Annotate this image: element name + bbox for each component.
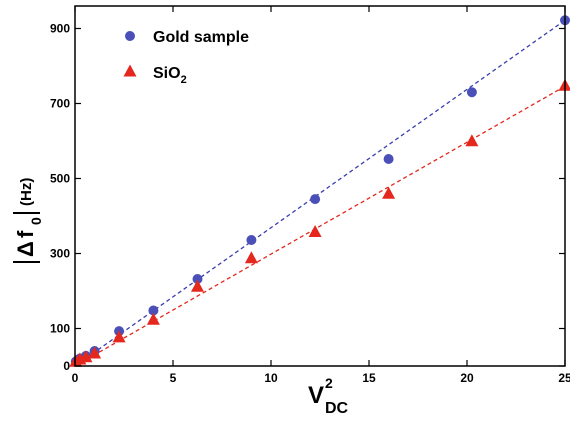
sio2-legend-marker (123, 64, 137, 77)
gold-data-point (246, 235, 257, 245)
gold-data-point (310, 194, 321, 205)
x-axis-label-superscript: 2 (325, 375, 333, 391)
sio2-data-point (382, 186, 396, 199)
x-tick-label: 10 (264, 371, 278, 385)
x-tick-label: 0 (72, 371, 79, 385)
gold-legend-marker (125, 31, 135, 41)
y-tick-label: 0 (63, 359, 70, 373)
y-axis-label-f: f (13, 230, 38, 238)
sio2-data-point (465, 134, 479, 147)
x-axis-label-main: V (308, 382, 324, 409)
gold-legend-label: Gold sample (153, 29, 249, 46)
gold-data-point (148, 305, 159, 316)
y-tick-label: 100 (50, 322, 70, 336)
y-axis-label-delta: Δ (13, 241, 38, 257)
y-tick-label: 300 (50, 247, 70, 261)
legend: Gold sample SiO2 (123, 29, 249, 86)
gold-data-point (192, 274, 203, 284)
sio2-legend-label: SiO2 (153, 65, 187, 86)
y-axis-label-subscript: 0 (28, 217, 44, 225)
x-axis-label-subscript: DC (325, 400, 349, 417)
sio2-data-point (146, 312, 160, 325)
x-axis-label: V 2 DC (308, 375, 349, 417)
axis-ticks: 0 5 10 15 20 25 0 100 300 500 700 900 (50, 6, 570, 385)
x-tick-label: 15 (362, 371, 376, 385)
sio2-data-point (112, 330, 126, 343)
x-tick-label: 20 (460, 371, 474, 385)
y-tick-label: 700 (50, 97, 70, 111)
plot-area (69, 15, 570, 367)
y-axis-label-unit: (Hz) (18, 178, 35, 206)
x-tick-label: 5 (170, 371, 177, 385)
sio2-data-point (244, 251, 258, 264)
sio2-data-point (79, 350, 93, 363)
x-tick-label: 25 (558, 371, 570, 385)
gold-data-point (383, 154, 394, 164)
gold-data-point (466, 87, 477, 98)
y-tick-label: 500 (50, 172, 70, 186)
sio2-data-point (308, 225, 322, 238)
y-tick-label: 900 (50, 22, 70, 36)
sio2-data-point (88, 346, 102, 359)
y-axis-label: Δ f 0 (Hz) (13, 178, 44, 263)
sio2-data-point (191, 279, 204, 292)
plot-frame (74, 5, 566, 367)
